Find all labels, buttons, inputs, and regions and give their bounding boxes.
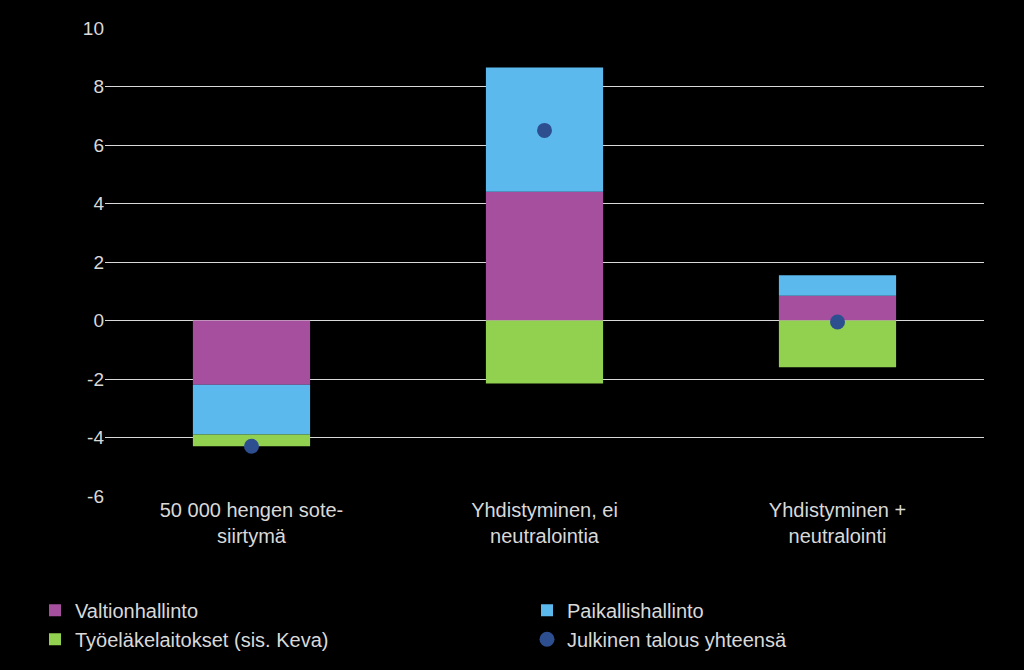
svg-text:Yhdistyminen, eineutralointia: Yhdistyminen, eineutralointia xyxy=(471,499,618,547)
svg-text:2: 2 xyxy=(93,252,104,273)
svg-text:4: 4 xyxy=(93,193,104,214)
svg-text:-4: -4 xyxy=(87,427,104,448)
svg-text:6: 6 xyxy=(93,135,104,156)
svg-text:-6: -6 xyxy=(87,486,104,507)
svg-text:50 000 hengen sote-siirtymä: 50 000 hengen sote-siirtymä xyxy=(160,499,344,547)
svg-text:Valtionhallinto: Valtionhallinto xyxy=(75,600,198,622)
svg-text:10: 10 xyxy=(83,18,104,39)
svg-text:Paikallishallinto: Paikallishallinto xyxy=(567,600,704,622)
svg-text:Yhdistyminen +neutralointi: Yhdistyminen +neutralointi xyxy=(769,499,906,547)
svg-text:-2: -2 xyxy=(87,369,104,390)
svg-text:8: 8 xyxy=(93,76,104,97)
svg-text:Julkinen talous yhteensä: Julkinen talous yhteensä xyxy=(567,629,787,651)
svg-text:0: 0 xyxy=(93,310,104,331)
svg-text:Työeläkelaitokset (sis. Keva): Työeläkelaitokset (sis. Keva) xyxy=(75,629,328,651)
